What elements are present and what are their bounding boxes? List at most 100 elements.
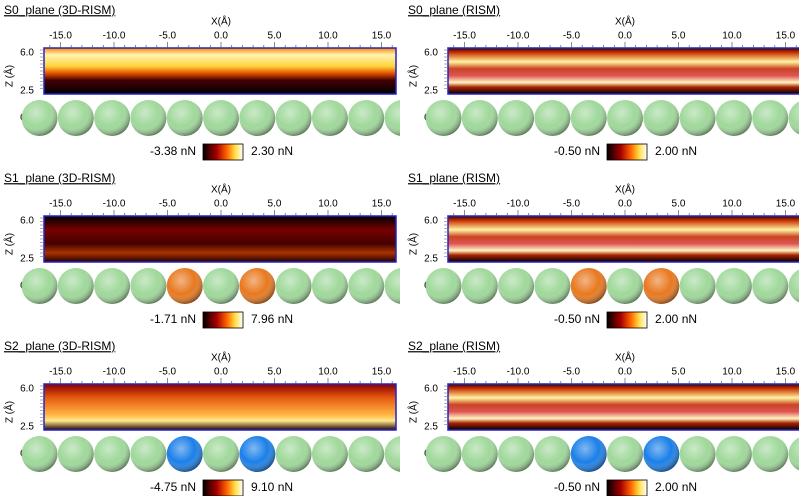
atom-shade <box>571 100 607 136</box>
heatmap <box>448 48 799 94</box>
z-axis-label: Z (Å) <box>407 65 420 87</box>
x-tick-label: 15.0 <box>372 367 392 378</box>
x-tick-label: -5.0 <box>563 31 581 42</box>
atom-shade <box>462 436 498 472</box>
colorbar-min: -0.50 nN <box>554 144 600 158</box>
atom-shade <box>752 100 788 136</box>
atom-shade <box>203 436 239 472</box>
x-axis-label: X(Å) <box>615 351 635 364</box>
z-tick-label: 6.0 <box>424 216 438 227</box>
x-tick-label: 10.0 <box>318 31 338 42</box>
colorbar <box>203 480 243 496</box>
colorbar-min: -1.71 nN <box>150 312 196 326</box>
z-tick-label: 6.0 <box>424 384 438 395</box>
atom-shade <box>789 100 799 136</box>
atom-shade <box>498 100 534 136</box>
atom-shade <box>22 268 58 304</box>
x-tick-label: -10.0 <box>507 367 530 378</box>
colorbar-min: -0.50 nN <box>554 480 600 494</box>
x-tick-label: 15.0 <box>372 199 392 210</box>
colorbar <box>607 144 647 160</box>
x-axis-label: X(Å) <box>211 183 231 196</box>
z-axis-label: Z (Å) <box>3 401 16 423</box>
atom-shade <box>534 436 570 472</box>
atom-shade <box>643 100 679 136</box>
atom-shade <box>58 268 94 304</box>
x-tick-label: -15.0 <box>453 31 476 42</box>
x-tick-label: -15.0 <box>453 199 476 210</box>
colorbar-min: -3.38 nN <box>150 144 196 158</box>
atom-shade <box>426 268 462 304</box>
x-tick-label: -10.0 <box>507 31 530 42</box>
atom-shade <box>348 100 384 136</box>
x-tick-label: -10.0 <box>507 199 530 210</box>
z-tick-label: 6.0 <box>20 48 34 59</box>
x-tick-label: -5.0 <box>159 31 177 42</box>
z-axis-label: Z (Å) <box>407 401 420 423</box>
x-tick-label: 15.0 <box>776 367 796 378</box>
x-tick-label: -15.0 <box>49 199 72 210</box>
atom-shade <box>716 100 752 136</box>
z-axis-label: Z (Å) <box>407 233 420 255</box>
x-tick-label: 5.0 <box>672 367 686 378</box>
atom-shade <box>680 100 716 136</box>
x-axis-label: X(Å) <box>211 15 231 28</box>
heatmap <box>44 216 396 262</box>
colorbar <box>203 144 243 160</box>
x-tick-label: -5.0 <box>159 367 177 378</box>
x-tick-label: 10.0 <box>722 199 742 210</box>
z-tick-label: 2.5 <box>20 422 34 433</box>
heatmap <box>44 48 396 94</box>
z-axis-label: Z (Å) <box>3 233 16 255</box>
panel-title: S2_plane (3D-RISM) <box>4 339 115 353</box>
z-tick-label: 6.0 <box>424 48 438 59</box>
figure: S0_plane (3D-RISM) X(Å) -15.0 -10.0 -5.0 0.0 5… <box>0 0 799 496</box>
atom-shade <box>385 436 421 472</box>
panel-title: S0_plane (3D-RISM) <box>4 3 115 17</box>
x-tick-label: 5.0 <box>268 367 282 378</box>
atom-shade <box>462 268 498 304</box>
x-tick-label: -10.0 <box>103 367 126 378</box>
x-tick-label: -5.0 <box>563 199 581 210</box>
z-tick-label: 6.0 <box>20 384 34 395</box>
x-tick-label: -5.0 <box>159 199 177 210</box>
colorbar-min: -4.75 nN <box>150 480 196 494</box>
atom-shade <box>385 268 421 304</box>
atom-shade <box>312 436 348 472</box>
colorbar <box>203 312 243 328</box>
atom-shade <box>203 100 239 136</box>
x-tick-label: 5.0 <box>268 199 282 210</box>
atom-shade <box>680 436 716 472</box>
atom-shade <box>643 436 679 472</box>
atom-shade <box>348 436 384 472</box>
colorbar-max: 2.00 nN <box>655 312 697 326</box>
panel-title: S0_plane (RISM) <box>408 3 500 17</box>
x-tick-label: -5.0 <box>563 367 581 378</box>
x-tick-label: 0.0 <box>618 31 632 42</box>
atom-shade <box>426 436 462 472</box>
z-tick-label: 2.5 <box>424 422 438 433</box>
x-axis-label: X(Å) <box>615 15 635 28</box>
colorbar-min: -0.50 nN <box>554 312 600 326</box>
atom-shade <box>348 268 384 304</box>
x-tick-label: -15.0 <box>453 367 476 378</box>
x-tick-label: 0.0 <box>214 199 228 210</box>
z-tick-label: 2.5 <box>20 254 34 265</box>
atom-shade <box>571 268 607 304</box>
x-tick-label: 5.0 <box>672 199 686 210</box>
atom-shade <box>462 100 498 136</box>
atom-shade <box>716 268 752 304</box>
atom-shade <box>789 268 799 304</box>
x-tick-label: 15.0 <box>776 199 796 210</box>
colorbar-max: 7.96 nN <box>251 312 293 326</box>
colorbar-max: 2.30 nN <box>251 144 293 158</box>
atom-shade <box>22 100 58 136</box>
atom-shade <box>94 100 130 136</box>
x-axis-label: X(Å) <box>211 351 231 364</box>
x-tick-label: 0.0 <box>618 367 632 378</box>
